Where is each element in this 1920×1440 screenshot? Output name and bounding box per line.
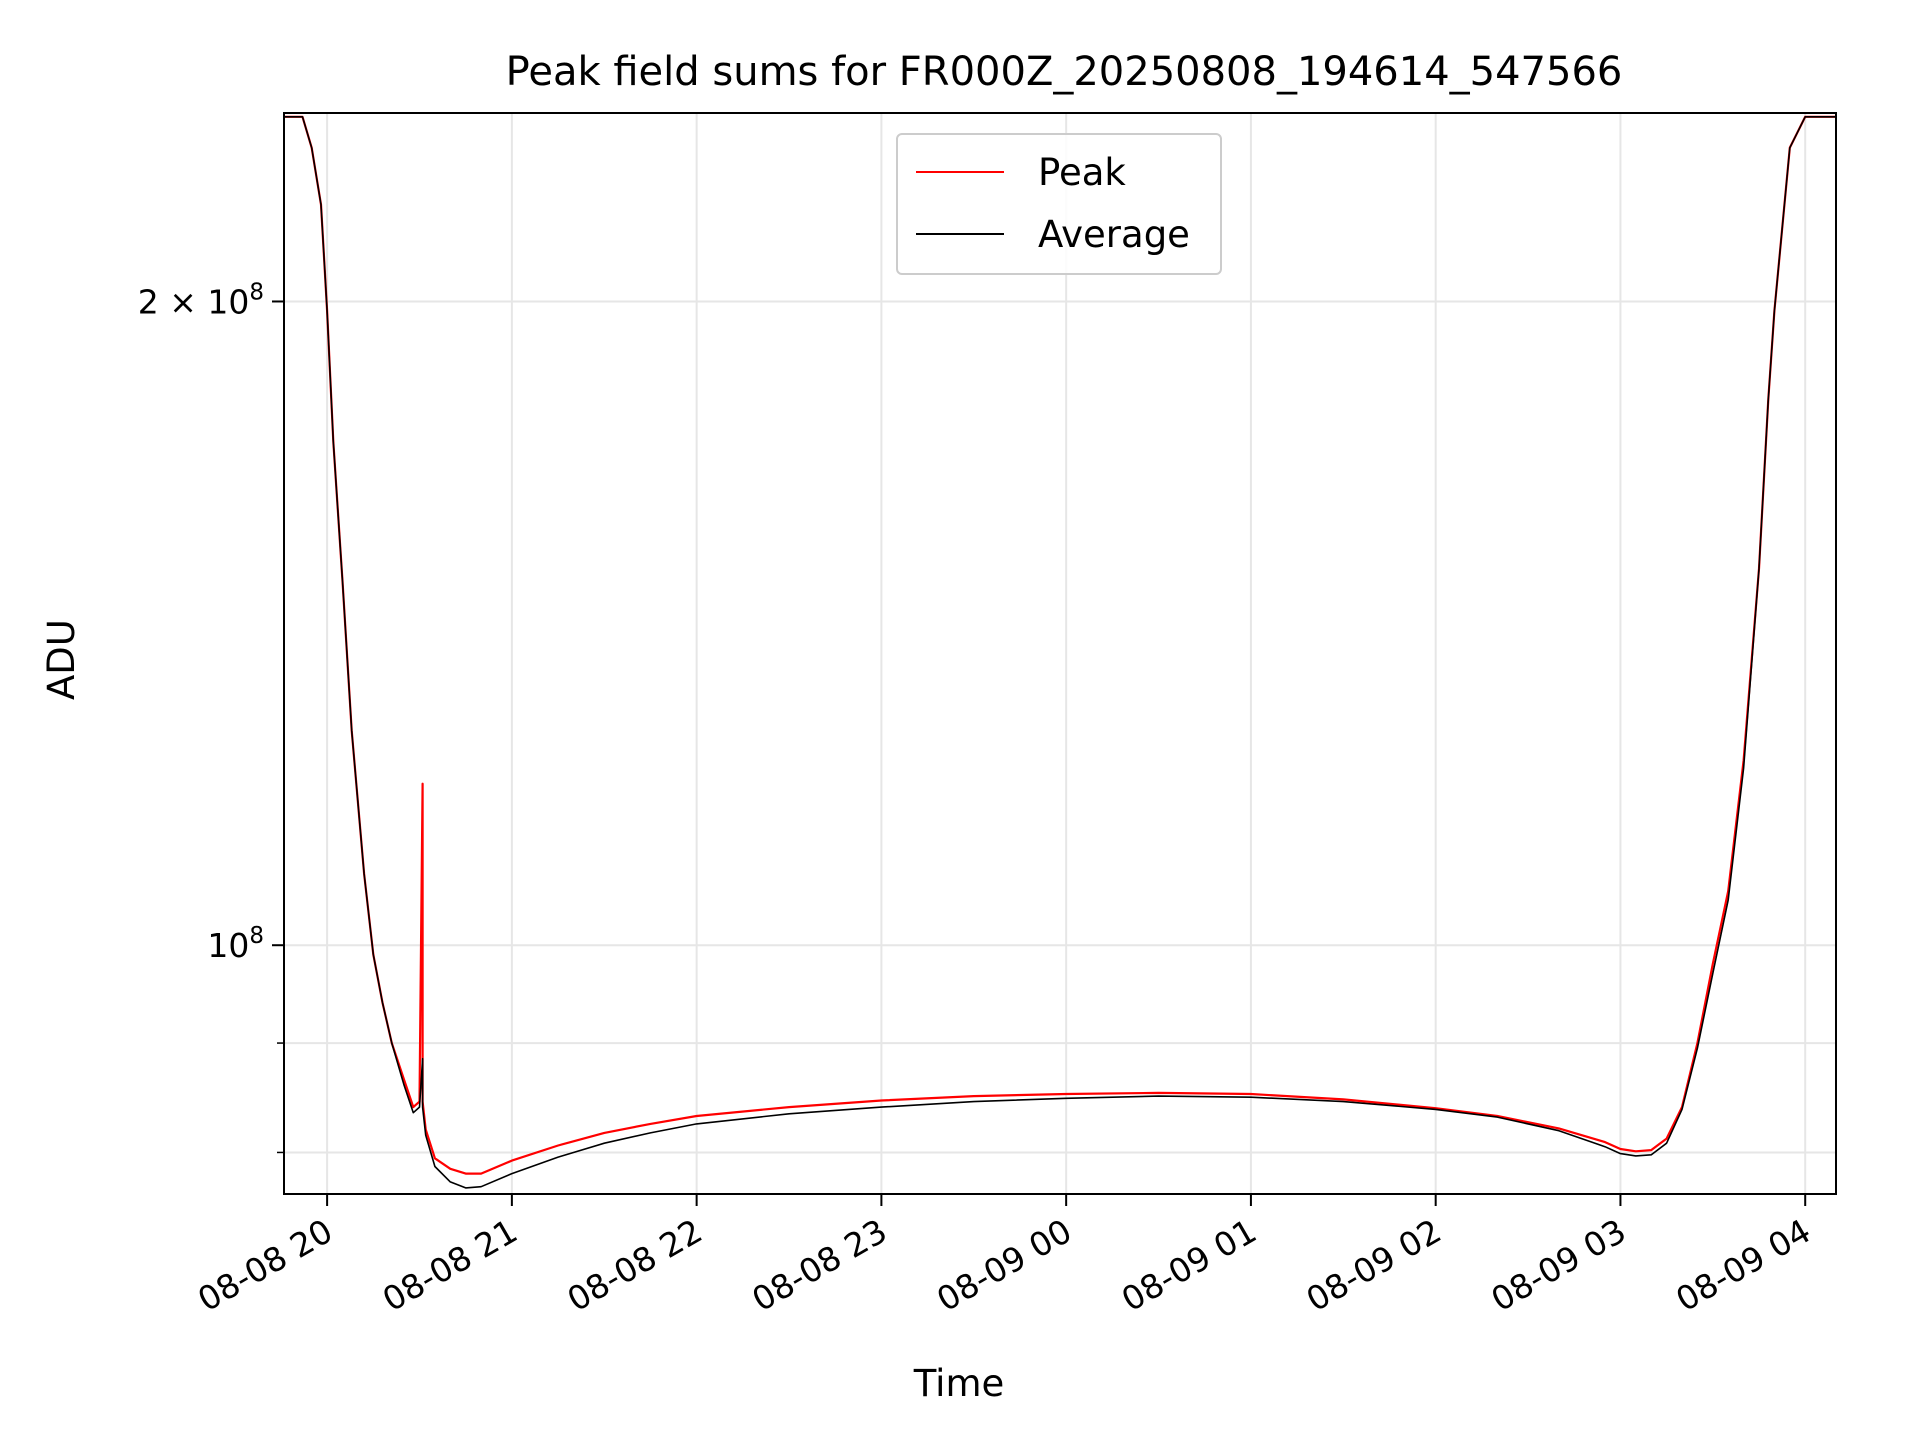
legend-label-average: Average bbox=[1038, 212, 1190, 256]
y-axis-ticks: 108 2 × 108 bbox=[138, 279, 284, 1154]
x-tick-label: 08-08 23 bbox=[745, 1211, 893, 1319]
legend-item-peak: Peak bbox=[916, 147, 1126, 197]
legend-item-average: Average bbox=[916, 209, 1190, 259]
x-tick-label: 08-09 00 bbox=[930, 1211, 1078, 1319]
grid-lines bbox=[284, 113, 1836, 1194]
y-axis-label: ADU bbox=[40, 619, 83, 700]
plot-lines bbox=[284, 115, 1836, 1189]
series-line-peak bbox=[284, 115, 1836, 1175]
x-axis-label: Time bbox=[913, 1362, 1005, 1405]
legend-swatch-average bbox=[916, 233, 1004, 235]
x-tick-label: 08-08 20 bbox=[191, 1211, 339, 1319]
legend-label-peak: Peak bbox=[1038, 150, 1126, 194]
legend-swatch-peak bbox=[916, 171, 1004, 173]
y-tick-label: 2 × 108 bbox=[138, 279, 264, 321]
x-tick-label: 08-09 02 bbox=[1300, 1211, 1448, 1319]
legend: Peak Average bbox=[896, 133, 1222, 275]
x-tick-label: 08-09 04 bbox=[1669, 1211, 1817, 1319]
x-tick-label: 08-09 03 bbox=[1484, 1211, 1632, 1319]
axes-frame bbox=[283, 112, 1837, 1195]
y-tick-label: 108 bbox=[207, 923, 264, 965]
x-axis-ticks: 08-08 20 08-08 21 08-08 22 08-08 23 08-09 00… bbox=[191, 1194, 1817, 1319]
series-line-average bbox=[284, 116, 1836, 1189]
chart-title: Peak field sums for FR000Z_20250808_1946… bbox=[505, 49, 1623, 95]
x-tick-label: 08-09 01 bbox=[1115, 1211, 1263, 1319]
x-tick-label: 08-08 21 bbox=[376, 1211, 524, 1319]
x-tick-label: 08-08 22 bbox=[561, 1211, 709, 1319]
